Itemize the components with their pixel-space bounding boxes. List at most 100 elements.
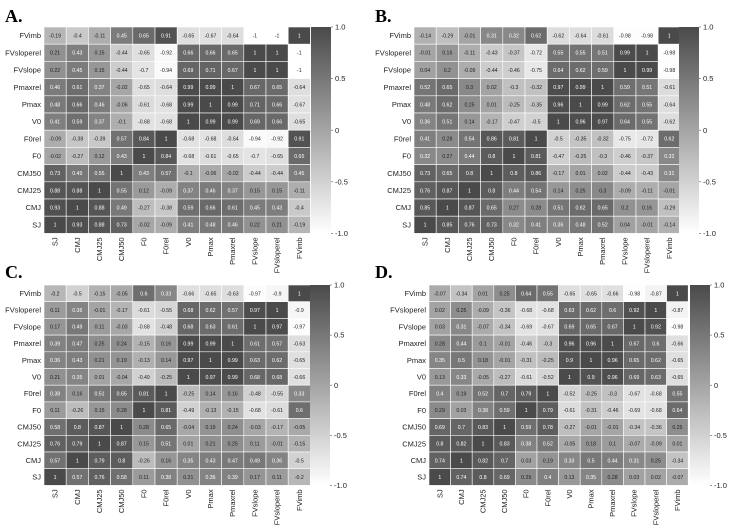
- row-label: FVimb: [19, 289, 41, 298]
- cell-value-label: 0.4: [436, 391, 443, 397]
- row-label: CMJ25: [17, 439, 41, 448]
- cell-value-label: 0.65: [586, 325, 596, 331]
- column-label: F0: [509, 237, 518, 246]
- cell-value-label: 0.21: [50, 51, 60, 57]
- cell-value-label: 0.55: [543, 291, 553, 297]
- row-label: CMJ25: [402, 439, 426, 448]
- cell-value-label: 0.21: [50, 375, 60, 381]
- cell-value-label: 0.69: [629, 375, 639, 381]
- cell-value-label: 0.8: [436, 442, 443, 448]
- cell-value-label: 0.47: [228, 458, 238, 464]
- cell-value-label: 0.25: [672, 425, 682, 431]
- cell-value-label: 0.99: [228, 358, 238, 364]
- cell-value-label: -0.61: [663, 85, 675, 91]
- column-label: CMJ50: [487, 237, 496, 261]
- cell-value-label: 0.02: [435, 308, 445, 314]
- cell-value-label: -0.98: [628, 291, 640, 297]
- cell-value-label: 0.62: [531, 34, 541, 40]
- row-label: CMJ50: [402, 423, 426, 432]
- cell-value-label: -0.65: [205, 291, 217, 297]
- colorbar-tick-label: 1.0: [714, 281, 724, 290]
- cell-value-label: 1: [646, 51, 649, 57]
- cell-value-label: 0.52: [543, 442, 553, 448]
- cell-value-label: 0.1: [609, 442, 616, 448]
- cell-value-label: 0.3: [466, 85, 473, 91]
- cell-value-label: -0.75: [619, 137, 631, 143]
- cell-value-label: -0.09: [619, 188, 631, 194]
- cell-value-label: -0.67: [293, 102, 305, 108]
- column-label: V0: [565, 489, 574, 498]
- cell-value-label: -0.14: [419, 34, 431, 40]
- cell-value-label: 0.84: [161, 154, 171, 160]
- cell-value-label: 0.36: [420, 120, 430, 126]
- cell-value-label: 0.45: [294, 171, 304, 177]
- cell-value-label: 1: [623, 68, 626, 74]
- cell-value-label: -0.3: [543, 341, 552, 347]
- cell-value-label: -0.65: [585, 291, 597, 297]
- cell-value-label: -0.64: [160, 85, 172, 91]
- cell-value-label: -0.38: [71, 137, 83, 143]
- cell-value-label: 0.81: [139, 391, 149, 397]
- cell-value-label: 1: [633, 325, 636, 331]
- cell-value-label: 0.65: [272, 85, 282, 91]
- cell-value-label: -0.29: [663, 206, 675, 212]
- row-label: Pmax: [407, 356, 426, 365]
- cell-value-label: -1: [275, 34, 280, 40]
- cell-value-label: -0.06: [205, 171, 217, 177]
- cell-value-label: 0.99: [228, 120, 238, 126]
- column-label: CMJ: [457, 489, 466, 505]
- cell-value-label: 0.29: [435, 408, 445, 414]
- row-label: CMJ: [26, 456, 42, 465]
- cell-value-label: 0.67: [250, 85, 260, 91]
- cell-value-label: 0.51: [442, 120, 452, 126]
- cell-value-label: 0.01: [487, 102, 497, 108]
- cell-value-label: 1: [568, 375, 571, 381]
- cell-value-label: 0.64: [521, 291, 531, 297]
- cell-value-label: -0.17: [271, 425, 283, 431]
- column-label: CMJ50: [500, 489, 509, 513]
- cell-value-label: 1: [231, 341, 234, 347]
- cell-value-label: 0.87: [464, 206, 474, 212]
- cell-value-label: 0.31: [664, 171, 674, 177]
- cell-value-label: 0.91: [161, 34, 171, 40]
- cell-value-label: -0.34: [671, 458, 683, 464]
- cell-value-label: 0.11: [139, 475, 149, 481]
- cell-value-label: -0.64: [293, 85, 305, 91]
- cell-value-label: 0.67: [608, 325, 618, 331]
- colorbar-tick-label: 1.0: [334, 281, 344, 290]
- cell-value-label: 0.44: [608, 458, 618, 464]
- cell-value-label: 1: [98, 442, 101, 448]
- row-label: V0: [32, 117, 41, 126]
- cell-value-label: 0.83: [500, 442, 510, 448]
- cell-value-label: 0.17: [250, 475, 260, 481]
- cell-value-label: -0.61: [520, 375, 532, 381]
- cell-value-label: 0.12: [139, 188, 149, 194]
- cell-value-label: 0.16: [161, 458, 171, 464]
- row-label: Pmax: [22, 356, 41, 365]
- cell-value-label: -0.01: [663, 188, 675, 194]
- column-label: FVslope: [250, 489, 259, 517]
- cell-value-label: 1: [611, 341, 614, 347]
- column-label: SJ: [51, 489, 60, 498]
- cell-value-label: -0.25: [542, 358, 554, 364]
- cell-value-label: 0.55: [642, 102, 652, 108]
- cell-value-label: 1: [165, 391, 168, 397]
- cell-value-label: 0.01: [575, 171, 585, 177]
- cell-value-label: 0.57: [228, 308, 238, 314]
- column-label: CMJ: [73, 237, 82, 253]
- row-label: CMJ: [411, 456, 427, 465]
- cell-value-label: 0.76: [420, 188, 430, 194]
- cell-value-label: 0.16: [72, 391, 82, 397]
- cell-value-label: 0.27: [442, 154, 452, 160]
- cell-value-label: 0.48: [575, 223, 585, 229]
- cell-value-label: -0.1: [184, 171, 193, 177]
- colorbar: [310, 285, 330, 486]
- cell-value-label: 0.69: [183, 68, 193, 74]
- column-label: FVsloperel: [273, 237, 282, 273]
- cell-value-label: -0.43: [641, 171, 653, 177]
- cell-value-label: 0.79: [521, 391, 531, 397]
- cell-value-label: 0.62: [442, 102, 452, 108]
- cell-value-label: 0.76: [464, 223, 474, 229]
- cell-value-label: 0.14: [205, 391, 215, 397]
